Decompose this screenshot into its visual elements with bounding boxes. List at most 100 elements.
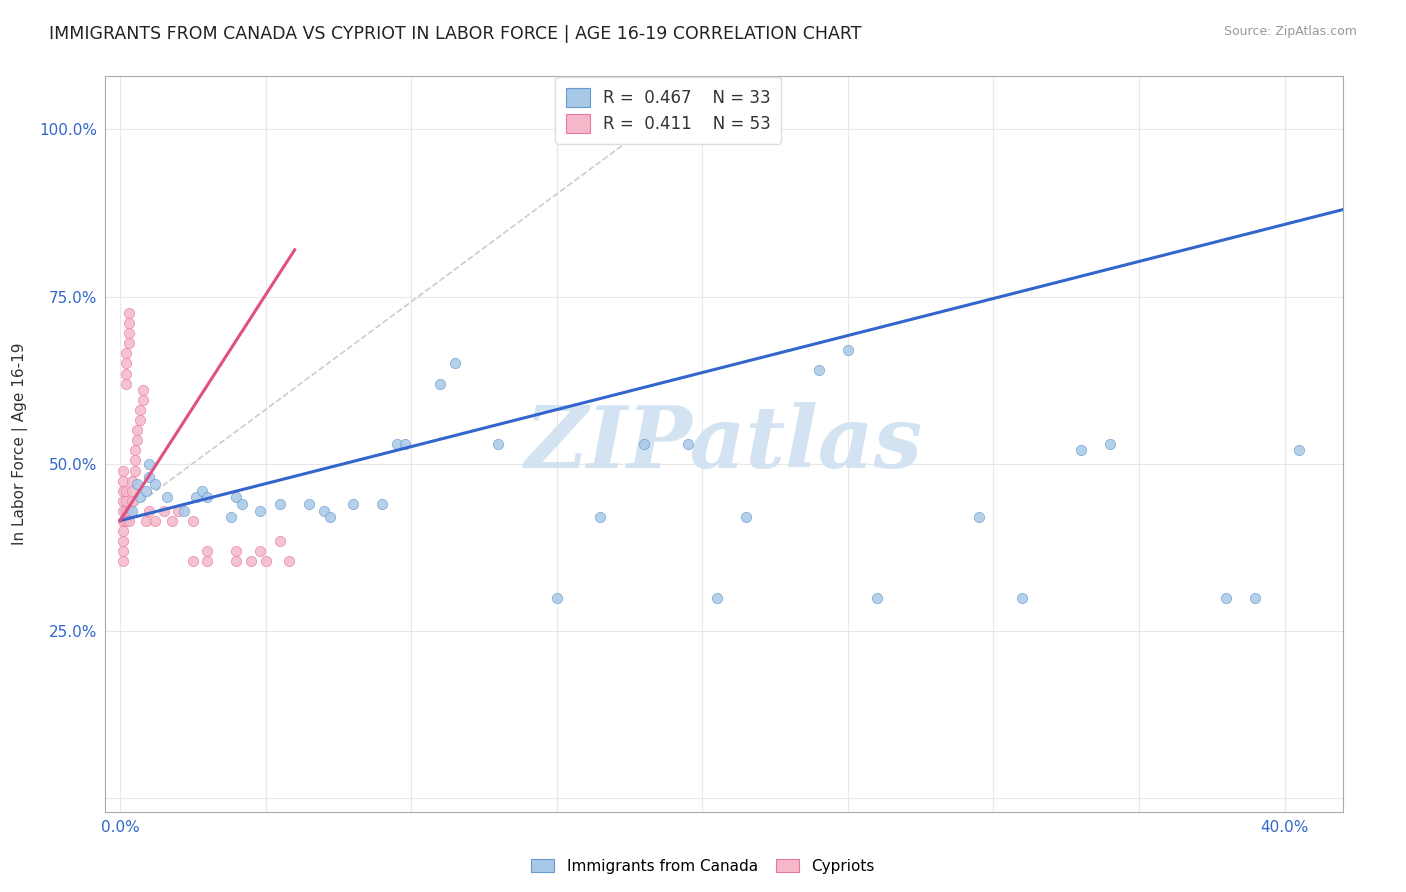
Point [138,503,160,517]
Point [111,543,134,558]
Point [195,543,218,558]
Point [219,510,242,524]
Point [181,554,204,568]
Point [866,591,889,605]
Point [111,524,134,538]
Point [231,497,253,511]
Point [114,356,136,371]
Point [114,346,136,360]
Point [114,367,136,381]
Point [118,514,141,528]
Point [132,384,155,398]
Point [114,483,136,498]
Point [114,376,136,391]
Point [114,503,136,517]
Point [127,476,149,491]
Point [111,554,134,568]
Y-axis label: In Labor Force | Age 16-19: In Labor Force | Age 16-19 [13,343,28,545]
Point [118,326,141,341]
Point [837,343,859,357]
Point [394,436,416,450]
Point [121,503,143,517]
Point [121,493,143,508]
Point [184,490,207,504]
Point [706,591,728,605]
Point [342,497,364,511]
Point [132,393,155,408]
Point [1098,436,1121,450]
Point [633,436,655,450]
Point [124,464,146,478]
Point [429,376,451,391]
Point [111,483,134,498]
Point [807,363,830,377]
Point [546,591,568,605]
Point [240,554,263,568]
Point [111,514,134,528]
Point [385,436,408,450]
Point [138,470,160,484]
Point [318,510,340,524]
Point [124,443,146,458]
Point [135,483,157,498]
Point [195,490,218,504]
Point [135,514,157,528]
Point [155,490,177,504]
Point [121,474,143,488]
Point [118,336,141,351]
Point [114,514,136,528]
Point [443,356,465,371]
Point [269,533,291,548]
Point [735,510,758,524]
Point [118,316,141,330]
Point [249,503,271,517]
Point [1215,591,1237,605]
Point [225,490,247,504]
Point [312,503,335,517]
Point [138,457,160,471]
Point [114,493,136,508]
Point [1011,591,1033,605]
Point [111,503,134,517]
Point [269,497,291,511]
Point [162,514,184,528]
Point [254,554,277,568]
Text: IMMIGRANTS FROM CANADA VS CYPRIOT IN LABOR FORCE | AGE 16-19 CORRELATION CHART: IMMIGRANTS FROM CANADA VS CYPRIOT IN LAB… [49,25,862,43]
Point [225,554,247,568]
Point [277,554,299,568]
Point [118,306,141,320]
Legend: Immigrants from Canada, Cypriots: Immigrants from Canada, Cypriots [526,853,880,880]
Point [124,453,146,467]
Point [676,436,699,450]
Legend: R =  0.467    N = 33, R =  0.411    N = 53: R = 0.467 N = 33, R = 0.411 N = 53 [555,77,782,144]
Point [111,533,134,548]
Point [488,436,510,450]
Point [127,434,149,448]
Point [118,503,141,517]
Point [298,497,321,511]
Point [167,503,190,517]
Point [111,464,134,478]
Point [967,510,990,524]
Point [121,483,143,498]
Point [127,423,149,437]
Point [129,413,152,427]
Point [129,403,152,417]
Point [1070,443,1092,458]
Point [1244,591,1267,605]
Point [181,514,204,528]
Point [143,514,166,528]
Point [143,476,166,491]
Point [1288,443,1310,458]
Point [190,483,212,498]
Point [111,493,134,508]
Point [129,490,152,504]
Point [371,497,394,511]
Point [249,543,271,558]
Point [111,474,134,488]
Text: ZIPatlas: ZIPatlas [524,402,924,485]
Point [589,510,612,524]
Point [195,554,218,568]
Text: Source: ZipAtlas.com: Source: ZipAtlas.com [1223,25,1357,38]
Point [152,503,174,517]
